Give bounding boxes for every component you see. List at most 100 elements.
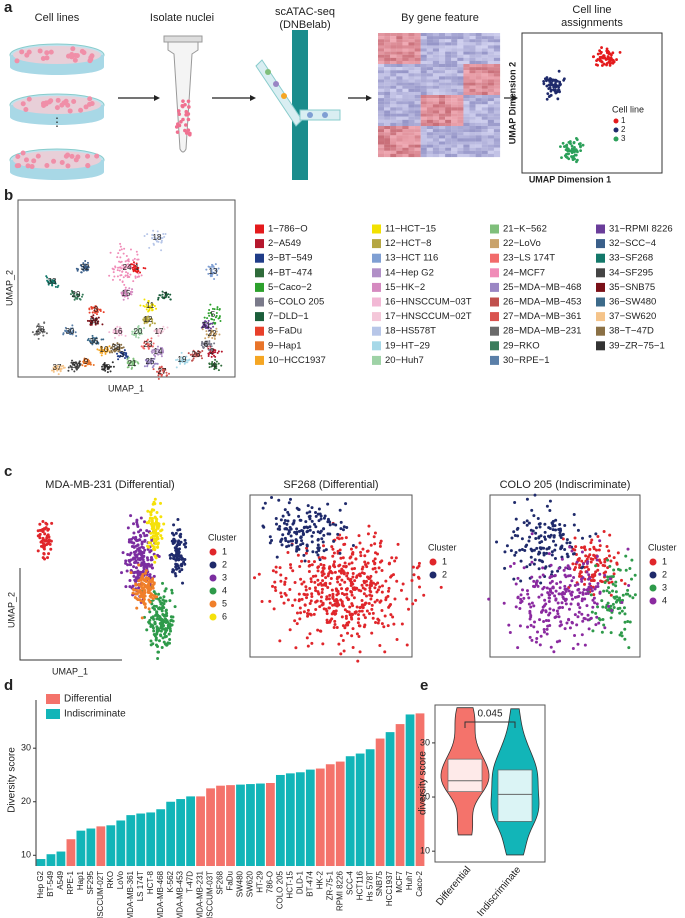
cell-point (335, 593, 339, 597)
cell-point (291, 522, 295, 526)
cell-point (45, 543, 49, 547)
cell-point (279, 595, 283, 599)
cluster-label: 38 (112, 343, 121, 352)
heat-cell (426, 107, 433, 111)
cell-point (322, 563, 326, 567)
legend-swatch (596, 326, 605, 336)
cell-point (322, 516, 326, 520)
cell-point (516, 646, 520, 650)
heat-cell (493, 33, 501, 37)
cell-point (200, 344, 203, 347)
cell-point (139, 534, 143, 538)
heat-cell (378, 54, 385, 58)
cell-point (598, 591, 602, 595)
cell-point (150, 357, 153, 360)
cell-point (179, 535, 183, 539)
heat-cell (481, 91, 488, 96)
cell-point (158, 366, 161, 369)
cell-point (357, 617, 361, 621)
cell-point (174, 548, 178, 552)
cell-point (145, 318, 148, 321)
cell-point (42, 552, 46, 556)
bar (206, 788, 215, 866)
cell-point (167, 372, 170, 375)
cell-point (45, 332, 48, 335)
heat-cell (457, 150, 464, 154)
cell-point (126, 274, 129, 277)
heat-cell (457, 138, 464, 142)
heat-cell (463, 85, 470, 89)
legend-title: Cell line (612, 104, 644, 114)
cell-point (518, 607, 522, 611)
cell-point (147, 541, 151, 545)
cell-point (37, 330, 40, 333)
cell-point (157, 639, 161, 643)
cell-point (36, 529, 40, 533)
cell-point (538, 575, 542, 579)
heat-cell (432, 73, 440, 77)
cell-point (156, 656, 160, 660)
cell-point (627, 646, 631, 650)
cell-point (161, 330, 164, 333)
cell-point (594, 585, 598, 589)
legend-label: 13−HCT 116 (385, 253, 438, 264)
heat-cell (463, 153, 470, 158)
heat-cell (396, 60, 403, 65)
cell-point (133, 334, 136, 337)
cell-point (171, 542, 175, 546)
heat-cell (487, 33, 494, 37)
cell-point (162, 640, 166, 644)
heat-cell (451, 85, 458, 89)
cell-point (570, 590, 574, 594)
heat-cell (439, 54, 446, 58)
cell-point (152, 629, 156, 633)
heat-cell (414, 45, 421, 49)
cell-point (310, 592, 314, 596)
cell-point (565, 538, 569, 542)
cell-point (165, 293, 168, 296)
cell-point (564, 597, 568, 601)
heat-cell (451, 150, 458, 154)
cell-point (551, 585, 555, 589)
cell-point (572, 552, 576, 556)
cell-point (528, 535, 532, 539)
heat-cell (445, 132, 452, 136)
heat-cell (384, 113, 391, 117)
heat-cell (426, 60, 433, 65)
cell-point (321, 540, 325, 544)
cell-point (148, 573, 152, 577)
cell-point (564, 602, 568, 606)
heat-cell (378, 113, 385, 117)
cell-point (141, 572, 145, 576)
cell-point (325, 597, 329, 601)
cell-point (138, 598, 142, 602)
cell-point (537, 550, 541, 554)
cell-point (149, 323, 152, 326)
cell-point (316, 512, 320, 516)
heat-cell (396, 73, 403, 77)
heat-cell (475, 153, 482, 158)
cell-point (51, 284, 54, 287)
cell-point (353, 579, 357, 583)
cell-point (139, 516, 143, 520)
cell-point (528, 635, 532, 639)
cell-point (173, 546, 177, 550)
cell-point (82, 360, 85, 363)
legend-label: 5 (222, 598, 227, 608)
cell-point (155, 617, 159, 621)
umap-frame (521, 32, 663, 174)
cell-point (145, 529, 149, 533)
cell-point (407, 607, 411, 611)
cell-point (135, 334, 138, 337)
heat-cell (493, 101, 501, 105)
cell-point (604, 570, 608, 574)
arrow-head (366, 95, 372, 101)
x-tick-label: RKO (106, 871, 115, 888)
heat-cell (384, 107, 391, 111)
cell-point (154, 355, 157, 358)
legend-label: 1 (222, 546, 227, 556)
cell-point (46, 276, 49, 279)
cell-point (536, 517, 540, 521)
legend-dot (209, 587, 217, 595)
cell-point (36, 333, 39, 336)
